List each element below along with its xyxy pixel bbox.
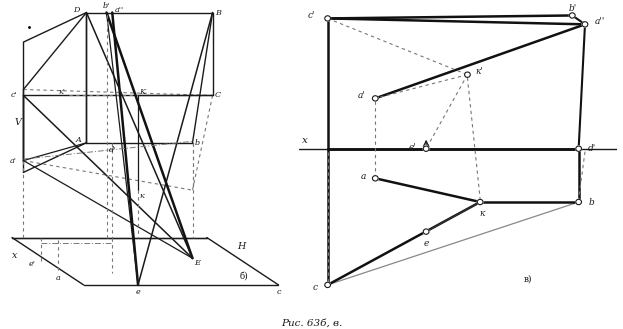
Text: e: e	[424, 239, 429, 248]
Text: к': к'	[475, 67, 483, 76]
Text: V: V	[14, 118, 21, 127]
Text: a': a'	[10, 157, 17, 164]
Circle shape	[569, 13, 575, 18]
Text: e': e'	[29, 260, 36, 268]
Text: K: K	[140, 89, 145, 96]
Circle shape	[576, 146, 581, 151]
Circle shape	[373, 96, 378, 101]
Text: e': e'	[409, 143, 417, 152]
Circle shape	[477, 199, 483, 205]
Text: c': c'	[307, 11, 315, 20]
Text: E: E	[194, 259, 200, 267]
Circle shape	[582, 22, 588, 27]
Text: a: a	[55, 273, 60, 282]
Text: B: B	[215, 9, 221, 16]
Circle shape	[423, 146, 429, 151]
Circle shape	[325, 282, 330, 288]
Circle shape	[325, 16, 330, 21]
Text: d': d'	[588, 144, 596, 153]
Text: в): в)	[523, 275, 532, 284]
Text: a'': a''	[594, 17, 605, 26]
Text: C: C	[215, 91, 221, 99]
Circle shape	[465, 72, 470, 77]
Text: b: b	[588, 197, 594, 207]
Text: D: D	[73, 6, 79, 13]
Circle shape	[423, 229, 429, 234]
Text: H: H	[237, 242, 245, 251]
Circle shape	[576, 199, 581, 205]
Text: e: e	[136, 288, 140, 296]
Text: b: b	[195, 139, 200, 147]
Text: a': a'	[358, 91, 366, 100]
Text: к: к	[479, 209, 485, 218]
Text: c: c	[313, 283, 318, 292]
Text: A: A	[75, 136, 82, 144]
Text: d': d'	[108, 146, 116, 154]
Text: б): б)	[240, 272, 249, 281]
Text: Рис. 63б, в.: Рис. 63б, в.	[281, 319, 342, 328]
Text: a'': a''	[115, 6, 124, 13]
Text: c': c'	[11, 91, 17, 99]
Circle shape	[373, 176, 378, 181]
Text: к: к	[139, 192, 144, 200]
Text: x: x	[12, 251, 17, 260]
Text: x: x	[302, 136, 308, 145]
Text: к': к'	[58, 89, 65, 96]
Text: b': b'	[103, 2, 110, 10]
Text: a: a	[360, 172, 366, 181]
Text: c: c	[276, 288, 281, 296]
Text: b': b'	[568, 4, 576, 13]
